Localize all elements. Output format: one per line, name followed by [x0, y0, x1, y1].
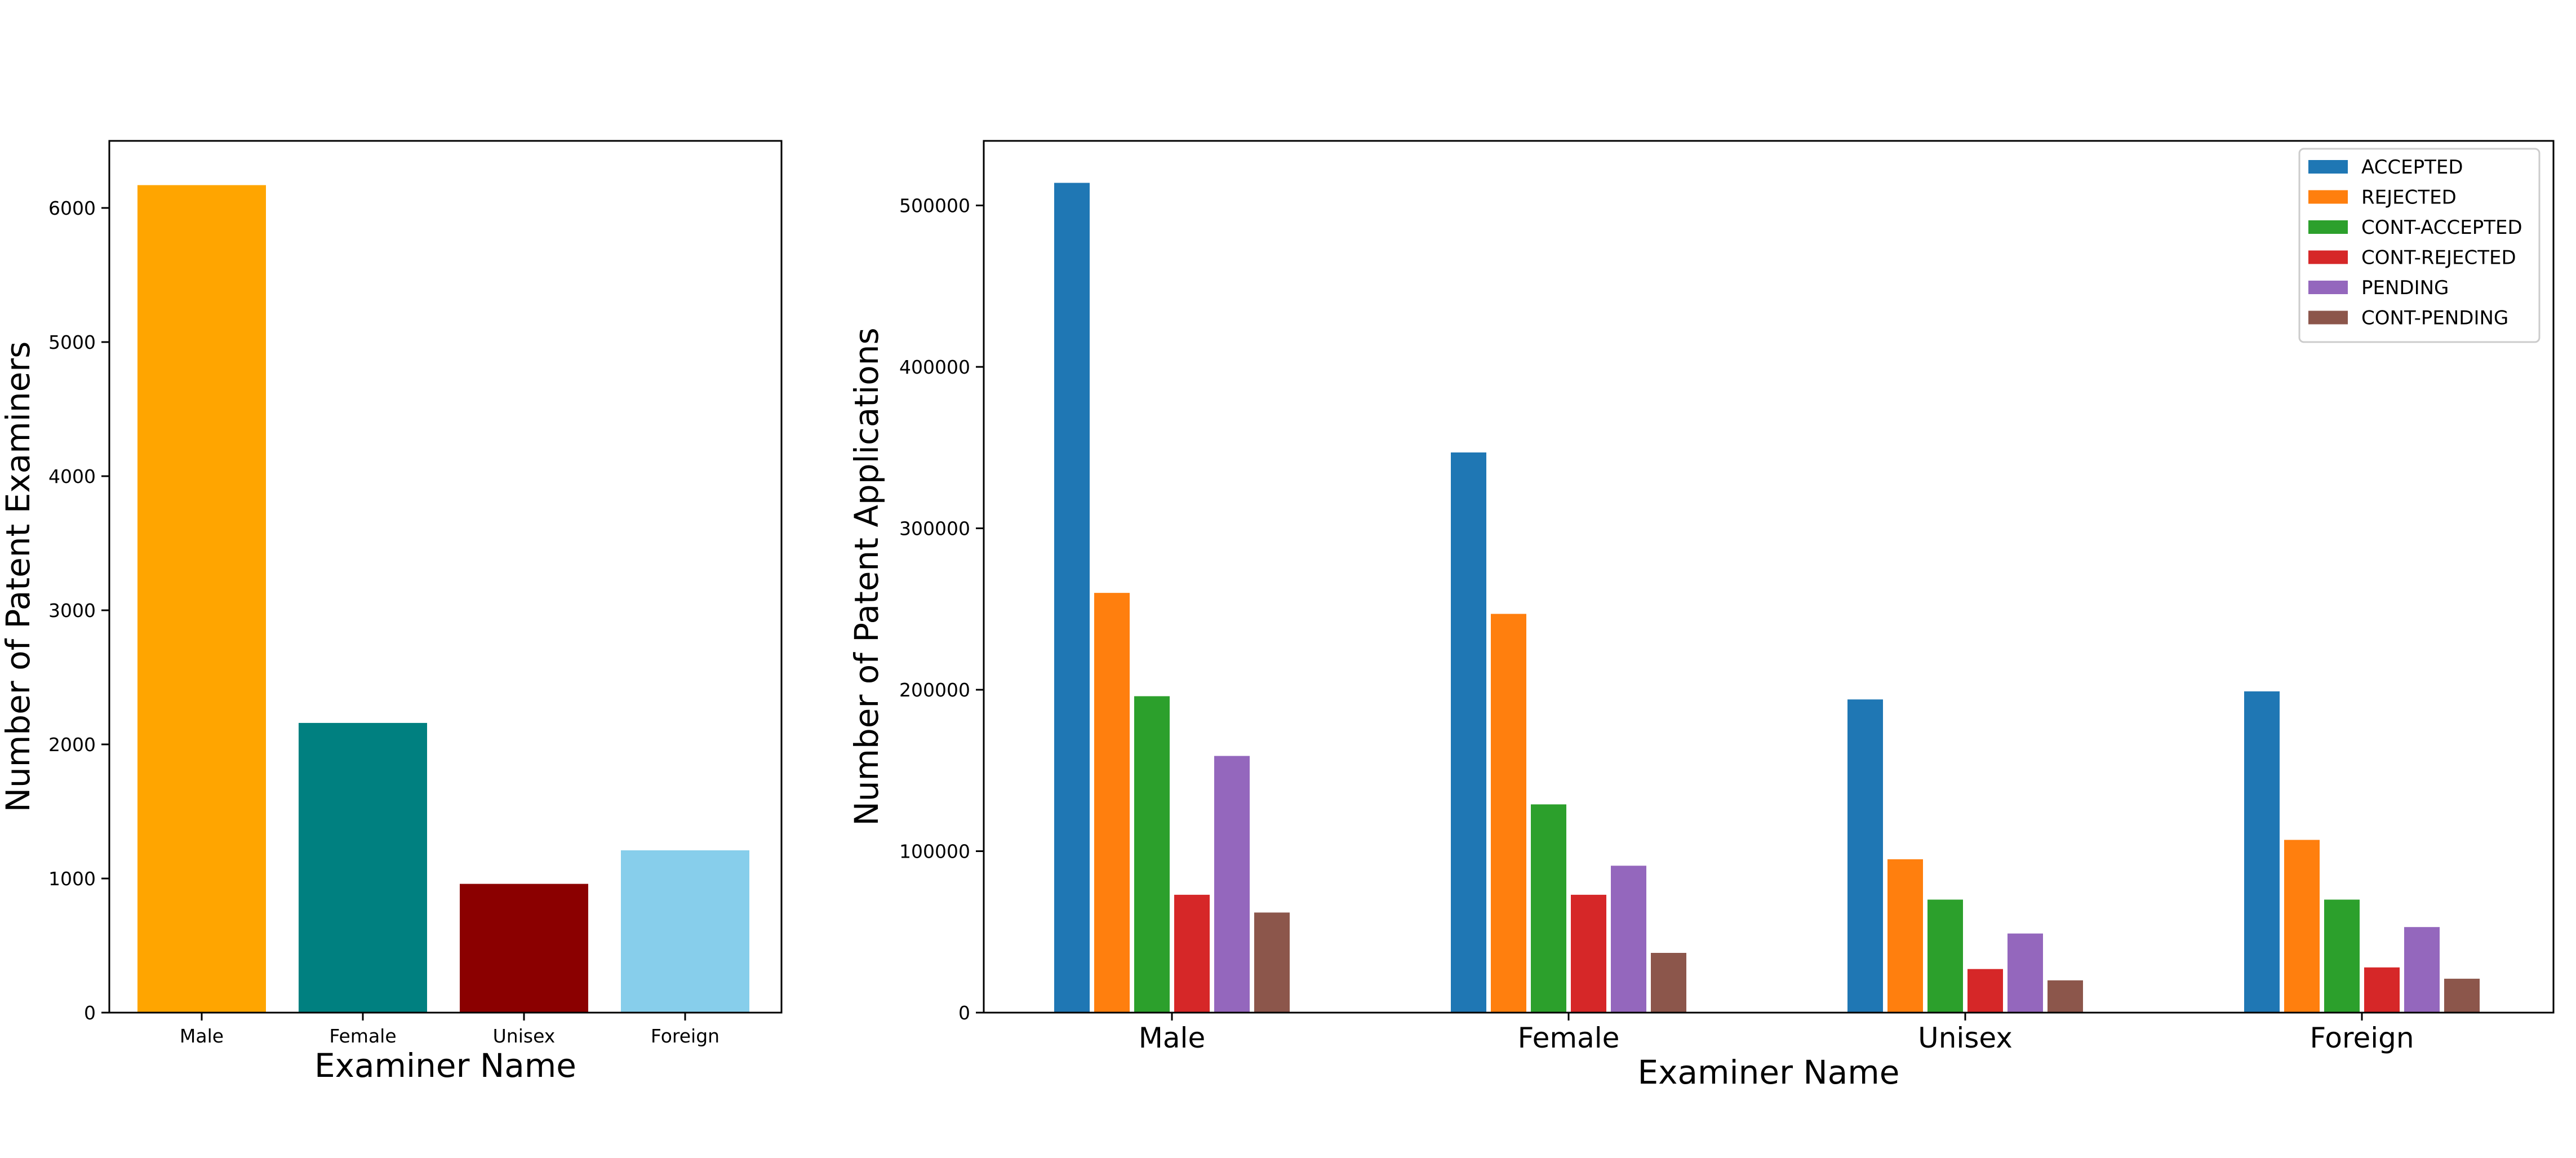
bar-foreign-pending: [2404, 927, 2440, 1013]
legend-frame: [2298, 148, 2541, 343]
left-axes-frame: [108, 140, 783, 1014]
bar-female-accepted: [1451, 452, 1486, 1013]
left-ytick-label-3000: 3000: [48, 600, 96, 622]
bar-female-cont-pending: [1651, 953, 1686, 1013]
bar-female: [299, 722, 427, 1013]
left-xtick-label-foreign: Foreign: [651, 1025, 719, 1047]
bar-unisex: [460, 884, 588, 1013]
legend-label-cont-pending: CONT-PENDING: [2361, 307, 2508, 330]
right-axes-frame: [983, 140, 2555, 1014]
bar-unisex-cont-accepted: [1927, 899, 1963, 1013]
bar-foreign-accepted: [2244, 691, 2280, 1013]
legend-swatch-rejected: [2308, 190, 2348, 204]
left-xtick-label-unisex: Unisex: [493, 1025, 556, 1047]
bar-unisex-cont-rejected: [1967, 969, 2003, 1013]
right-ytick-label-0: 0: [958, 1002, 970, 1024]
bar-female-pending: [1611, 866, 1646, 1013]
bar-foreign-cont-pending: [2444, 978, 2480, 1013]
legend-label-accepted: ACCEPTED: [2361, 156, 2463, 179]
bar-unisex-pending: [2007, 933, 2043, 1013]
bar-female-cont-accepted: [1531, 804, 1566, 1013]
left-xtick-label-female: Female: [329, 1025, 396, 1047]
bar-female-cont-rejected: [1571, 894, 1606, 1013]
bar-unisex-accepted: [1847, 699, 1883, 1013]
bar-male-accepted: [1054, 183, 1090, 1013]
legend-label-cont-rejected: CONT-REJECTED: [2361, 247, 2516, 269]
right-ytick-label-100000: 100000: [899, 841, 970, 863]
bar-foreign-cont-rejected: [2364, 967, 2400, 1013]
left-ytick-label-6000: 6000: [48, 197, 96, 219]
right-xtick-label-female: Female: [1518, 1022, 1620, 1054]
bar-male-cont-accepted: [1134, 696, 1170, 1013]
left-ytick-label-2000: 2000: [48, 734, 96, 756]
left-y-axis-title: Number of Patent Examiners: [0, 341, 37, 813]
bar-male-cont-pending: [1254, 912, 1290, 1013]
right-ytick-label-500000: 500000: [899, 195, 970, 217]
legend-swatch-cont-pending: [2308, 310, 2348, 325]
bar-foreign: [621, 850, 749, 1013]
legend-label-rejected: REJECTED: [2361, 187, 2457, 209]
left-ytick-label-4000: 4000: [48, 465, 96, 487]
legend-swatch-pending: [2308, 281, 2348, 294]
bar-male-pending: [1214, 756, 1250, 1013]
right-xtick-label-unisex: Unisex: [1918, 1022, 2013, 1054]
application-status-chart: Male Female Unisex Foreign 0 100000 200000 3000…: [847, 140, 2555, 1092]
bar-foreign-cont-accepted: [2324, 899, 2360, 1013]
bar-male: [137, 185, 266, 1013]
bar-male-cont-rejected: [1174, 894, 1210, 1013]
right-y-axis-title: Number of Patent Applications: [847, 327, 886, 826]
legend-swatch-accepted: [2308, 160, 2348, 174]
bar-male-rejected: [1094, 593, 1130, 1013]
left-xtick-label-male: Male: [180, 1025, 224, 1047]
bar-foreign-rejected: [2284, 840, 2320, 1013]
legend-label-pending: PENDING: [2361, 277, 2449, 299]
right-x-axis-title: Examiner Name: [1638, 1053, 1900, 1092]
left-x-axis-title: Examiner Name: [314, 1046, 576, 1085]
right-ytick-label-200000: 200000: [899, 679, 970, 701]
legend-swatch-cont-rejected: [2308, 250, 2348, 264]
right-xtick-label-foreign: Foreign: [2309, 1022, 2414, 1054]
left-ytick-label-5000: 5000: [48, 331, 96, 353]
bar-unisex-rejected: [1887, 859, 1923, 1013]
right-ytick-label-400000: 400000: [899, 356, 970, 378]
left-ytick-label-0: 0: [84, 1002, 96, 1024]
legend: ACCEPTED REJECTED CONT-ACCEPTED CONT-REJECT…: [2298, 148, 2541, 343]
bar-unisex-cont-pending: [2048, 980, 2083, 1013]
bar-female-rejected: [1491, 614, 1526, 1013]
legend-label-cont-accepted: CONT-ACCEPTED: [2361, 216, 2522, 239]
examiner-count-chart: Male Female Unisex Foreign 0 1000 2000 3000 4000…: [0, 140, 783, 1085]
legend-swatch-cont-accepted: [2308, 220, 2348, 234]
right-ytick-label-300000: 300000: [899, 518, 970, 540]
left-ytick-label-1000: 1000: [48, 868, 96, 890]
right-xtick-label-male: Male: [1139, 1022, 1205, 1054]
